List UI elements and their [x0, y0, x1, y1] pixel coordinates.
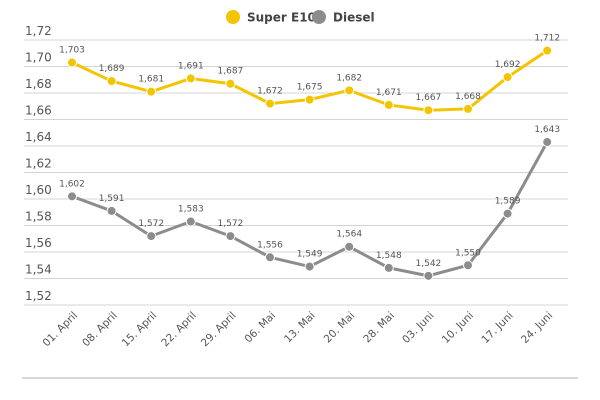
data-point: [225, 78, 236, 89]
data-point: [542, 45, 553, 56]
data-point: [502, 208, 513, 219]
data-point: [185, 73, 196, 84]
y-tick-label: 1,52: [25, 289, 52, 303]
y-tick-label: 1,66: [25, 104, 52, 118]
y-tick-label: 1,70: [25, 51, 52, 65]
x-tick-label: 06. Mai: [242, 310, 278, 346]
data-label: 1,564: [336, 230, 362, 240]
series-diesel: 1,602 1,591 1,572 1,583 1,572 1,556 1,549 1,564…: [59, 125, 560, 281]
data-label: 1,691: [178, 61, 204, 71]
data-point: [304, 94, 315, 105]
data-label: 1,703: [59, 46, 85, 56]
data-point: [463, 103, 473, 114]
data-label: 1,667: [416, 93, 442, 103]
data-label: 1,643: [534, 125, 560, 135]
data-point: [106, 76, 117, 87]
x-tick-label: 29. April: [199, 310, 239, 350]
y-tick-label: 1,56: [25, 236, 52, 250]
data-point: [423, 105, 434, 116]
x-tick-label: 10. Juni: [440, 310, 476, 346]
data-label: 1,672: [257, 87, 283, 97]
data-point: [304, 261, 315, 272]
grid: 1,52 1,54 1,56 1,58 1,60 1,62 1,64 1,66 1,68 1,70…: [24, 24, 568, 306]
data-label: 1,550: [455, 248, 481, 258]
y-tick-label: 1,68: [25, 77, 52, 91]
data-label: 1,602: [59, 179, 85, 189]
data-label: 1,675: [297, 83, 323, 93]
y-tick-label: 1,58: [25, 210, 52, 224]
data-label: 1,589: [495, 197, 521, 207]
data-point: [423, 270, 434, 281]
data-label: 1,591: [99, 194, 125, 204]
data-label: 1,548: [376, 251, 402, 261]
y-tick-label: 1,54: [25, 263, 52, 277]
data-point: [67, 57, 77, 68]
data-label: 1,687: [218, 67, 244, 77]
data-point: [67, 191, 77, 202]
legend-label: Super E10: [247, 11, 316, 25]
data-label: 1,583: [178, 205, 204, 215]
x-tick-label: 15. April: [120, 310, 160, 350]
data-label: 1,668: [455, 92, 481, 102]
x-tick-label: 17. Juni: [479, 310, 515, 346]
x-tick-label: 20. Mai: [322, 310, 358, 346]
y-tick-label: 1,62: [25, 157, 52, 171]
x-tick-label: 01. April: [40, 310, 80, 350]
data-point: [265, 252, 275, 263]
data-point: [383, 99, 394, 110]
series-lines: 1,703 1,689 1,681 1,691 1,687 1,672 1,675 1,682…: [59, 34, 560, 281]
legend: Super E10 Diesel: [226, 10, 375, 25]
y-tick-label: 1,72: [25, 24, 52, 38]
data-point: [106, 205, 117, 216]
data-label: 1,671: [376, 88, 402, 98]
data-point: [463, 260, 473, 271]
x-tick-label: 13. Mai: [282, 310, 318, 346]
data-label: 1,572: [218, 219, 244, 229]
x-axis-labels: 01. April 08. April 15. April 22. April 29. …: [40, 310, 555, 350]
y-tick-label: 1,60: [25, 183, 52, 197]
x-tick-label: 22. April: [159, 310, 199, 350]
data-point: [185, 216, 196, 227]
data-point: [344, 85, 355, 96]
legend-marker: [312, 10, 326, 24]
legend-marker: [226, 10, 240, 24]
data-label: 1,689: [99, 64, 125, 74]
data-label: 1,681: [138, 75, 164, 85]
data-label: 1,556: [257, 240, 283, 250]
data-label: 1,572: [138, 219, 164, 229]
data-label: 1,542: [416, 259, 442, 269]
x-tick-label: 03. Juni: [400, 310, 436, 346]
data-label: 1,692: [495, 60, 521, 70]
data-point: [225, 231, 236, 242]
legend-label: Diesel: [333, 11, 375, 25]
data-label: 1,549: [297, 250, 323, 260]
data-point: [265, 98, 275, 109]
x-tick-label: 28. Mai: [361, 310, 397, 346]
x-tick-label: 24. Juni: [519, 310, 555, 346]
data-point: [383, 262, 394, 273]
series-super-e10: 1,703 1,689 1,681 1,691 1,687 1,672 1,675 1,682…: [59, 34, 560, 116]
data-point: [542, 137, 553, 148]
data-point: [502, 72, 513, 83]
data-point: [344, 241, 355, 252]
data-point: [146, 86, 157, 97]
y-tick-label: 1,64: [25, 130, 52, 144]
x-tick-label: 08. April: [80, 310, 120, 350]
data-label: 1,712: [534, 34, 560, 44]
data-point: [146, 231, 157, 242]
data-label: 1,682: [336, 73, 362, 83]
